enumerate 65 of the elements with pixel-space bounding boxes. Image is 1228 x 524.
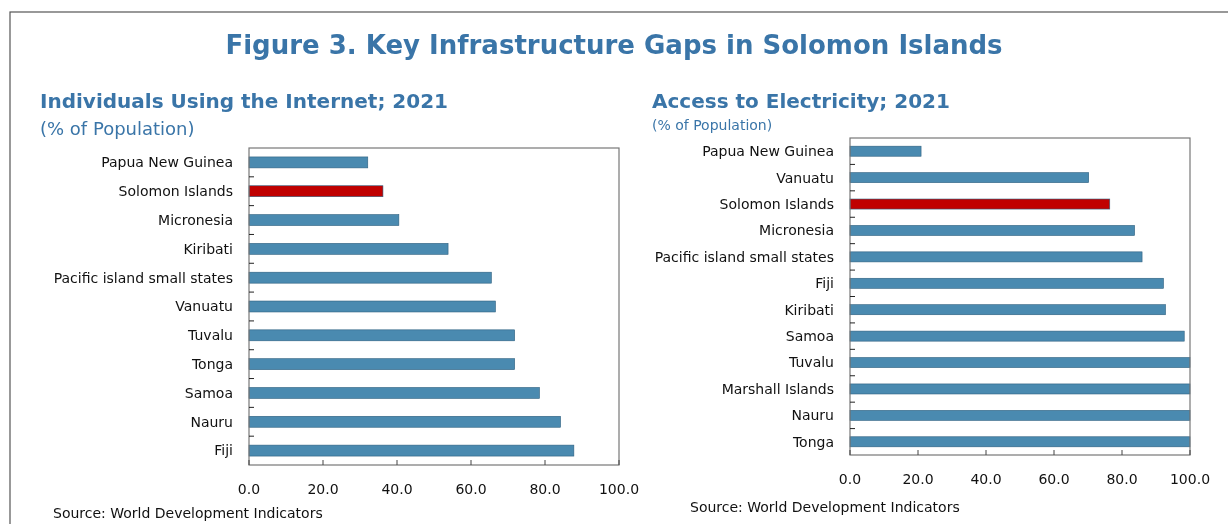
y-tick-label: Fiji [214, 442, 233, 459]
y-tick-label: Tuvalu [788, 354, 834, 371]
y-tick-label: Fiji [815, 275, 834, 292]
y-tick-label: Nauru [190, 413, 233, 430]
y-tick-label: Marshall Islands [721, 380, 834, 397]
y-tick-label: Samoa [785, 328, 834, 345]
x-tick-label: 60.0 [455, 481, 487, 497]
bar [849, 198, 1111, 210]
bar [849, 436, 1191, 448]
x-tick-label: 0.0 [838, 471, 862, 487]
y-tick-label: Papua New Guinea [101, 154, 233, 171]
y-tick-label: Micronesia [158, 211, 233, 228]
x-tick-label: 100.0 [598, 481, 640, 497]
x-tick-label: 20.0 [307, 481, 339, 497]
y-tick-label: Vanuatu [776, 169, 834, 186]
y-tick-label: Tonga [791, 433, 834, 450]
x-tick-label: 80.0 [1106, 471, 1138, 487]
x-tick-label: 40.0 [381, 481, 413, 497]
bar [248, 214, 400, 226]
y-tick-label: Kiribati [784, 301, 834, 318]
bar [849, 225, 1135, 236]
y-tick-label: Micronesia [759, 222, 834, 239]
bar [248, 387, 540, 399]
y-tick-label: Solomon Islands [719, 195, 834, 212]
source-note: Source: World Development Indicators [690, 499, 960, 515]
bar [248, 416, 561, 428]
x-tick-label: 20.0 [902, 471, 934, 487]
bar [849, 383, 1191, 395]
y-tick-label: Tonga [190, 356, 233, 373]
chart-title: Access to Electricity; 2021 [652, 89, 950, 113]
chart-title: Individuals Using the Internet; 2021 [40, 89, 449, 113]
x-tick-label: 0.0 [237, 481, 261, 497]
chart-subtitle: (% of Population) [40, 118, 195, 139]
text: (% of Population) [652, 117, 773, 133]
bar [248, 185, 384, 197]
y-tick-label: Pacific island small states [53, 269, 233, 286]
bar [849, 330, 1185, 342]
bar [248, 271, 492, 284]
bar [849, 304, 1166, 316]
y-tick-label: Pacific island small states [654, 248, 834, 265]
bar [248, 156, 369, 169]
y-tick-label: Vanuatu [175, 298, 233, 315]
x-tick-label: 40.0 [970, 471, 1002, 487]
bar [248, 300, 496, 313]
y-tick-label: Solomon Islands [118, 183, 233, 200]
bar [248, 358, 515, 370]
x-tick-label: 100.0 [1169, 471, 1211, 487]
bar [849, 172, 1089, 183]
caption: Figure 3. Key Infrastructure Gaps in Solomon Islands [225, 30, 1003, 60]
bar [248, 444, 575, 457]
x-tick-label: 60.0 [1038, 471, 1070, 487]
y-tick-label: Kiribati [183, 240, 233, 257]
x-tick-label: 80.0 [529, 481, 561, 497]
source-note: Source: World Development Indicators [53, 505, 323, 521]
bar [849, 357, 1191, 368]
bar [849, 410, 1191, 421]
bar [248, 243, 449, 255]
y-tick-label: Tuvalu [187, 327, 233, 344]
bar [849, 277, 1164, 289]
bar [849, 145, 922, 157]
y-tick-label: Nauru [791, 407, 834, 424]
y-tick-label: Samoa [184, 384, 233, 401]
bar [849, 251, 1143, 263]
bar [248, 329, 515, 342]
y-tick-label: Papua New Guinea [702, 143, 834, 160]
